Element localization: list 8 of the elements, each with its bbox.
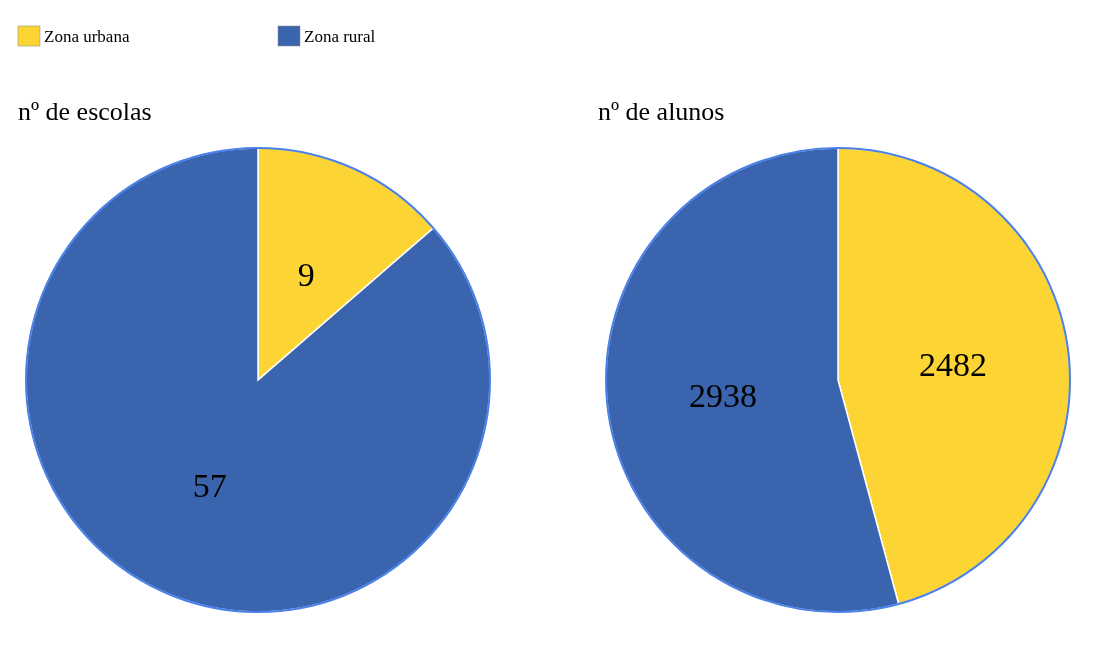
text: nº de escolas <box>18 97 152 126</box>
data-label: 57 <box>192 467 227 505</box>
legend-label: Zona rural <box>304 27 376 46</box>
data-label: 2938 <box>689 376 758 414</box>
legend-label: Zona urbana <box>44 27 130 46</box>
chart-title: nº de alunos <box>598 97 725 126</box>
data-label: 2482 <box>918 346 987 384</box>
data-label: 9 <box>297 255 315 293</box>
